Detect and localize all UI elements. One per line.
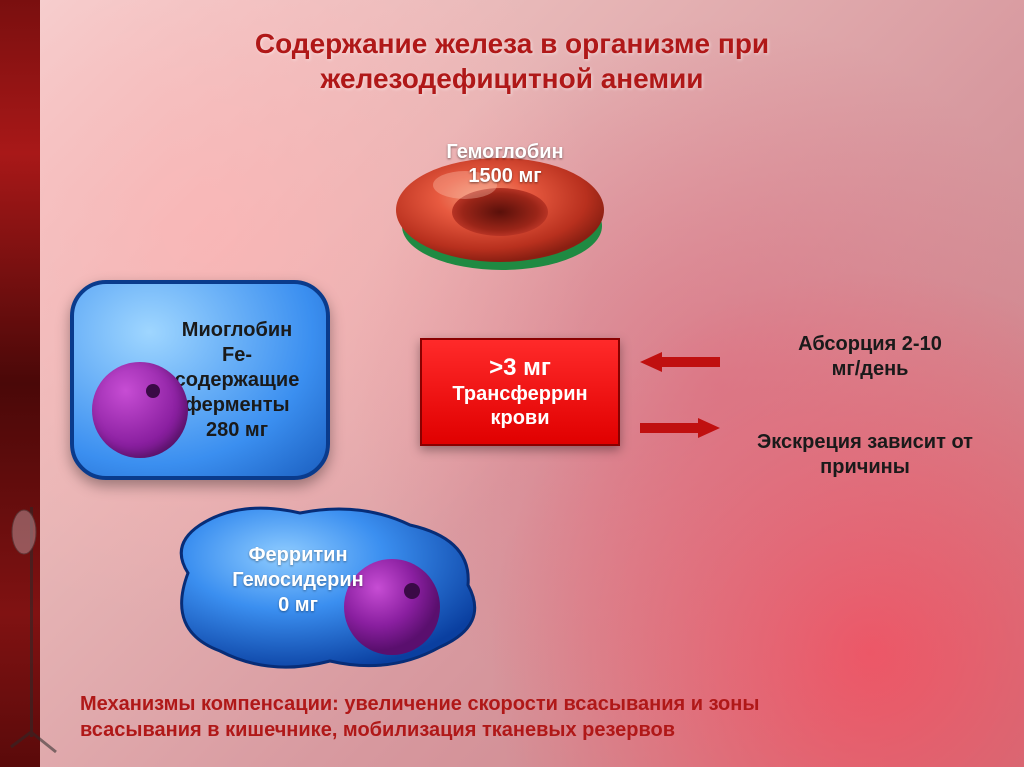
- excretion-l1: Экскреция зависит от: [720, 430, 1010, 455]
- transferrin-l2: крови: [452, 406, 587, 430]
- title-line-1: Содержание железа в организме при: [0, 26, 1024, 61]
- myoglobin-box: Миоглобин Fe- содержащие ферменты 280 мг: [70, 280, 330, 480]
- arrow-left-icon: [640, 352, 720, 372]
- hemoglobin-label: Гемоглобин 1500 мг: [440, 140, 570, 188]
- hemoglobin-name: Гемоглобин: [440, 140, 570, 164]
- excretion-text: Экскреция зависит от причины: [720, 430, 1010, 480]
- footer-text: Механизмы компенсации: увеличение скорос…: [80, 691, 980, 743]
- arrow-right-icon: [640, 418, 720, 438]
- transferrin-l1: Трансферрин: [452, 382, 587, 406]
- ferritin-cell: Ферритин Гемосидерин 0 мг: [160, 495, 490, 675]
- transferrin-value: >3 мг: [489, 354, 551, 382]
- nucleolus-dot: [146, 384, 160, 398]
- myoglobin-l2: Fe-: [162, 343, 312, 368]
- transferrin-box: >3 мг Трансферрин крови: [420, 338, 620, 446]
- hemoglobin-value: 1500 мг: [440, 164, 570, 188]
- hemoglobin-rbc: Гемоглобин 1500 мг: [380, 120, 620, 270]
- absorption-text: Абсорция 2-10 мг/день: [740, 332, 1000, 382]
- title-line-2: железодефицитной анемии: [0, 61, 1024, 96]
- absorption-l1: Абсорция 2-10: [740, 332, 1000, 357]
- ferritin-l3: 0 мг: [218, 593, 378, 618]
- ferritin-l2: Гемосидерин: [218, 568, 378, 593]
- transferrin-label: Трансферрин крови: [452, 382, 587, 430]
- myoglobin-l1: Миоглобин: [162, 318, 312, 343]
- excretion-l2: причины: [720, 455, 1010, 480]
- footer-l1: Механизмы компенсации: увеличение скорос…: [80, 691, 980, 717]
- slide: Содержание железа в организме при железо…: [0, 0, 1024, 767]
- absorption-l2: мг/день: [740, 357, 1000, 382]
- slide-title: Содержание железа в организме при железо…: [0, 26, 1024, 96]
- ferritin-label: Ферритин Гемосидерин 0 мг: [218, 543, 378, 618]
- myoglobin-l3: содержащие: [162, 368, 312, 393]
- footer-l2: всасывания в кишечнике, мобилизация ткан…: [80, 717, 980, 743]
- myoglobin-nucleus-icon: [92, 362, 188, 458]
- iv-stand-graphic: [6, 507, 61, 767]
- ferritin-l1: Ферритин: [218, 543, 378, 568]
